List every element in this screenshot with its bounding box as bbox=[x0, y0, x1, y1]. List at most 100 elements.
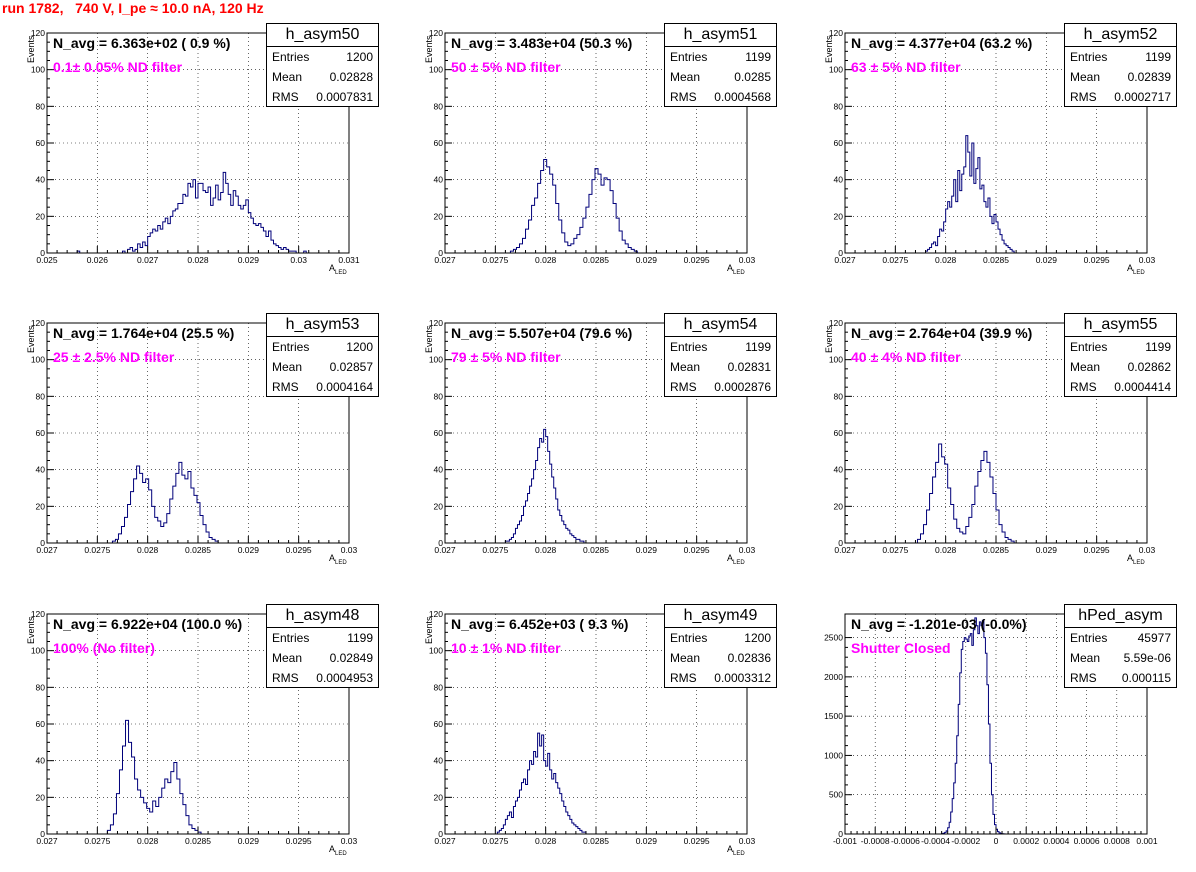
x-tick-label: 0.0285 bbox=[583, 255, 609, 265]
y-tick-label: 80 bbox=[36, 391, 46, 401]
y-tick-label: 120 bbox=[31, 318, 45, 328]
filter-label: 0.1± 0.05% ND filter bbox=[53, 59, 183, 75]
y-tick-label: 100 bbox=[429, 646, 443, 656]
x-axis-label-subscript: LED bbox=[335, 269, 347, 276]
y-axis-label: Events bbox=[824, 325, 834, 353]
x-tick-label: 0.028 bbox=[935, 255, 957, 265]
stat-row-mean: Mean 0.0285 bbox=[665, 67, 776, 87]
x-tick-label: 0.028 bbox=[535, 255, 557, 265]
stat-value: 0.000115 bbox=[1121, 671, 1171, 685]
histogram-panel-h_asym52: 0.027 0.0275 0.028 0.0285 0.029 0.0295 0.03 0 20… bbox=[798, 0, 1196, 290]
stat-row-rms: RMS 0.0004414 bbox=[1065, 377, 1176, 397]
x-tick-label: 0.001 bbox=[1136, 836, 1158, 846]
stats-box: h_asym48 Entries 1199 Mean 0.02849 RMS 0.00049… bbox=[266, 604, 379, 688]
x-axis-label: ALED bbox=[329, 263, 347, 276]
y-tick-label: 100 bbox=[31, 355, 45, 365]
stat-row-mean: Mean 5.59e-06 bbox=[1065, 648, 1176, 668]
stat-key: RMS bbox=[1070, 380, 1097, 394]
x-tick-label: 0.0295 bbox=[684, 545, 710, 555]
y-tick-label: 40 bbox=[434, 175, 444, 185]
stat-key: Entries bbox=[272, 50, 310, 64]
x-tick-label: 0 bbox=[994, 836, 999, 846]
x-tick-label: -0.0002 bbox=[951, 836, 980, 846]
x-tick-label: 0.029 bbox=[636, 255, 658, 265]
histogram-plot: 0.027 0.0275 0.028 0.0285 0.029 0.0295 0.03 0 20… bbox=[829, 28, 1156, 265]
x-tick-label: 0.0285 bbox=[983, 255, 1009, 265]
histogram-panel-hPed_asym: -0.001 -0.0008 -0.0006 -0.0004 -0.0002 0 0.000… bbox=[798, 581, 1196, 871]
x-tick-label: 0.027 bbox=[434, 255, 456, 265]
y-tick-label: 40 bbox=[834, 175, 844, 185]
stat-key: Entries bbox=[670, 340, 708, 354]
stat-value: 1200 bbox=[744, 631, 771, 645]
x-tick-label: 0.026 bbox=[87, 255, 109, 265]
y-tick-label: 40 bbox=[434, 465, 444, 475]
y-tick-label: 80 bbox=[834, 101, 844, 111]
y-tick-label: 20 bbox=[434, 501, 444, 511]
x-axis-label-subscript: LED bbox=[1133, 269, 1145, 276]
y-tick-label: 40 bbox=[36, 465, 46, 475]
histogram-series bbox=[496, 732, 587, 834]
histogram-plot: -0.001 -0.0008 -0.0006 -0.0004 -0.0002 0 0.000… bbox=[824, 613, 1158, 846]
x-axis-label-main: A bbox=[1127, 263, 1134, 273]
y-tick-label: 0 bbox=[40, 248, 45, 258]
stat-row-rms: RMS 0.0004953 bbox=[267, 668, 378, 688]
y-tick-label: 0 bbox=[438, 538, 443, 548]
stats-box: h_asym50 Entries 1200 Mean 0.02828 RMS 0.00078… bbox=[266, 23, 379, 107]
y-tick-label: 500 bbox=[829, 790, 843, 800]
filter-label: 79 ± 5% ND filter bbox=[451, 349, 561, 365]
y-tick-label: 40 bbox=[434, 756, 444, 766]
histogram-panel-h_asym55: 0.027 0.0275 0.028 0.0285 0.029 0.0295 0.03 0 20… bbox=[798, 290, 1196, 580]
x-tick-label: 0.0285 bbox=[983, 545, 1009, 555]
x-tick-label: 0.0295 bbox=[286, 836, 312, 846]
y-axis-label: Events bbox=[424, 325, 434, 353]
x-tick-label: 0.027 bbox=[834, 255, 856, 265]
filter-label: 40 ± 4% ND filter bbox=[851, 349, 961, 365]
stat-key: RMS bbox=[272, 380, 299, 394]
y-axis-label: Events bbox=[424, 616, 434, 644]
histogram-panel-h_asym48: 0.027 0.0275 0.028 0.0285 0.029 0.0295 0.03 0 20… bbox=[0, 581, 398, 871]
stat-value: 0.0002876 bbox=[714, 380, 771, 394]
x-tick-label: 0.0285 bbox=[583, 545, 609, 555]
histogram-name: h_asym51 bbox=[665, 24, 776, 47]
x-tick-label: 0.03 bbox=[739, 255, 756, 265]
stat-value: 0.02836 bbox=[727, 651, 771, 665]
stats-box: hPed_asym Entries 45977 Mean 5.59e-06 RMS 0.00… bbox=[1064, 604, 1177, 688]
y-tick-label: 100 bbox=[829, 355, 843, 365]
histogram-plot: 0.027 0.0275 0.028 0.0285 0.029 0.0295 0.03 0 20… bbox=[429, 28, 756, 265]
y-tick-label: 40 bbox=[834, 465, 844, 475]
stat-value: 5.59e-06 bbox=[1123, 651, 1171, 665]
y-tick-label: 120 bbox=[429, 318, 443, 328]
x-tick-label: 0.0285 bbox=[583, 836, 609, 846]
x-axis-label-subscript: LED bbox=[733, 559, 745, 566]
x-axis-label: ALED bbox=[727, 844, 745, 857]
y-tick-label: 2500 bbox=[824, 633, 843, 643]
stat-value: 0.0007831 bbox=[316, 90, 373, 104]
n-avg-label: N_avg = 6.363e+02 ( 0.9 %) bbox=[53, 35, 231, 51]
stat-row-mean: Mean 0.02849 bbox=[267, 648, 378, 668]
x-tick-label: 0.029 bbox=[238, 836, 260, 846]
y-tick-label: 40 bbox=[36, 175, 46, 185]
x-axis-label-subscript: LED bbox=[1133, 559, 1145, 566]
y-tick-label: 2000 bbox=[824, 672, 843, 682]
stats-box: h_asym52 Entries 1199 Mean 0.02839 RMS 0.00027… bbox=[1064, 23, 1177, 107]
y-tick-label: 0 bbox=[438, 248, 443, 258]
y-tick-label: 20 bbox=[36, 501, 46, 511]
x-axis-label-main: A bbox=[727, 844, 734, 854]
x-tick-label: 0.0275 bbox=[482, 836, 508, 846]
histogram-series bbox=[106, 719, 202, 834]
histogram-panel-h_asym53: 0.027 0.0275 0.028 0.0285 0.029 0.0295 0.03 0 20… bbox=[0, 290, 398, 580]
stat-row-rms: RMS 0.0007831 bbox=[267, 87, 378, 107]
x-tick-label: 0.029 bbox=[238, 255, 260, 265]
stat-value: 0.0003312 bbox=[714, 671, 771, 685]
y-tick-label: 60 bbox=[434, 138, 444, 148]
histogram-series bbox=[111, 461, 219, 543]
stat-row-mean: Mean 0.02839 bbox=[1065, 67, 1176, 87]
y-tick-label: 120 bbox=[31, 609, 45, 619]
stat-value: 0.0004414 bbox=[1114, 380, 1171, 394]
x-tick-label: 0.03 bbox=[290, 255, 307, 265]
filter-label: 100% (No filter) bbox=[53, 640, 155, 656]
histogram-plot: 0.027 0.0275 0.028 0.0285 0.029 0.0295 0.03 0 20… bbox=[31, 318, 358, 555]
x-axis-label-main: A bbox=[727, 263, 734, 273]
stat-row-mean: Mean 0.02862 bbox=[1065, 357, 1176, 377]
x-tick-label: 0.0285 bbox=[185, 545, 211, 555]
